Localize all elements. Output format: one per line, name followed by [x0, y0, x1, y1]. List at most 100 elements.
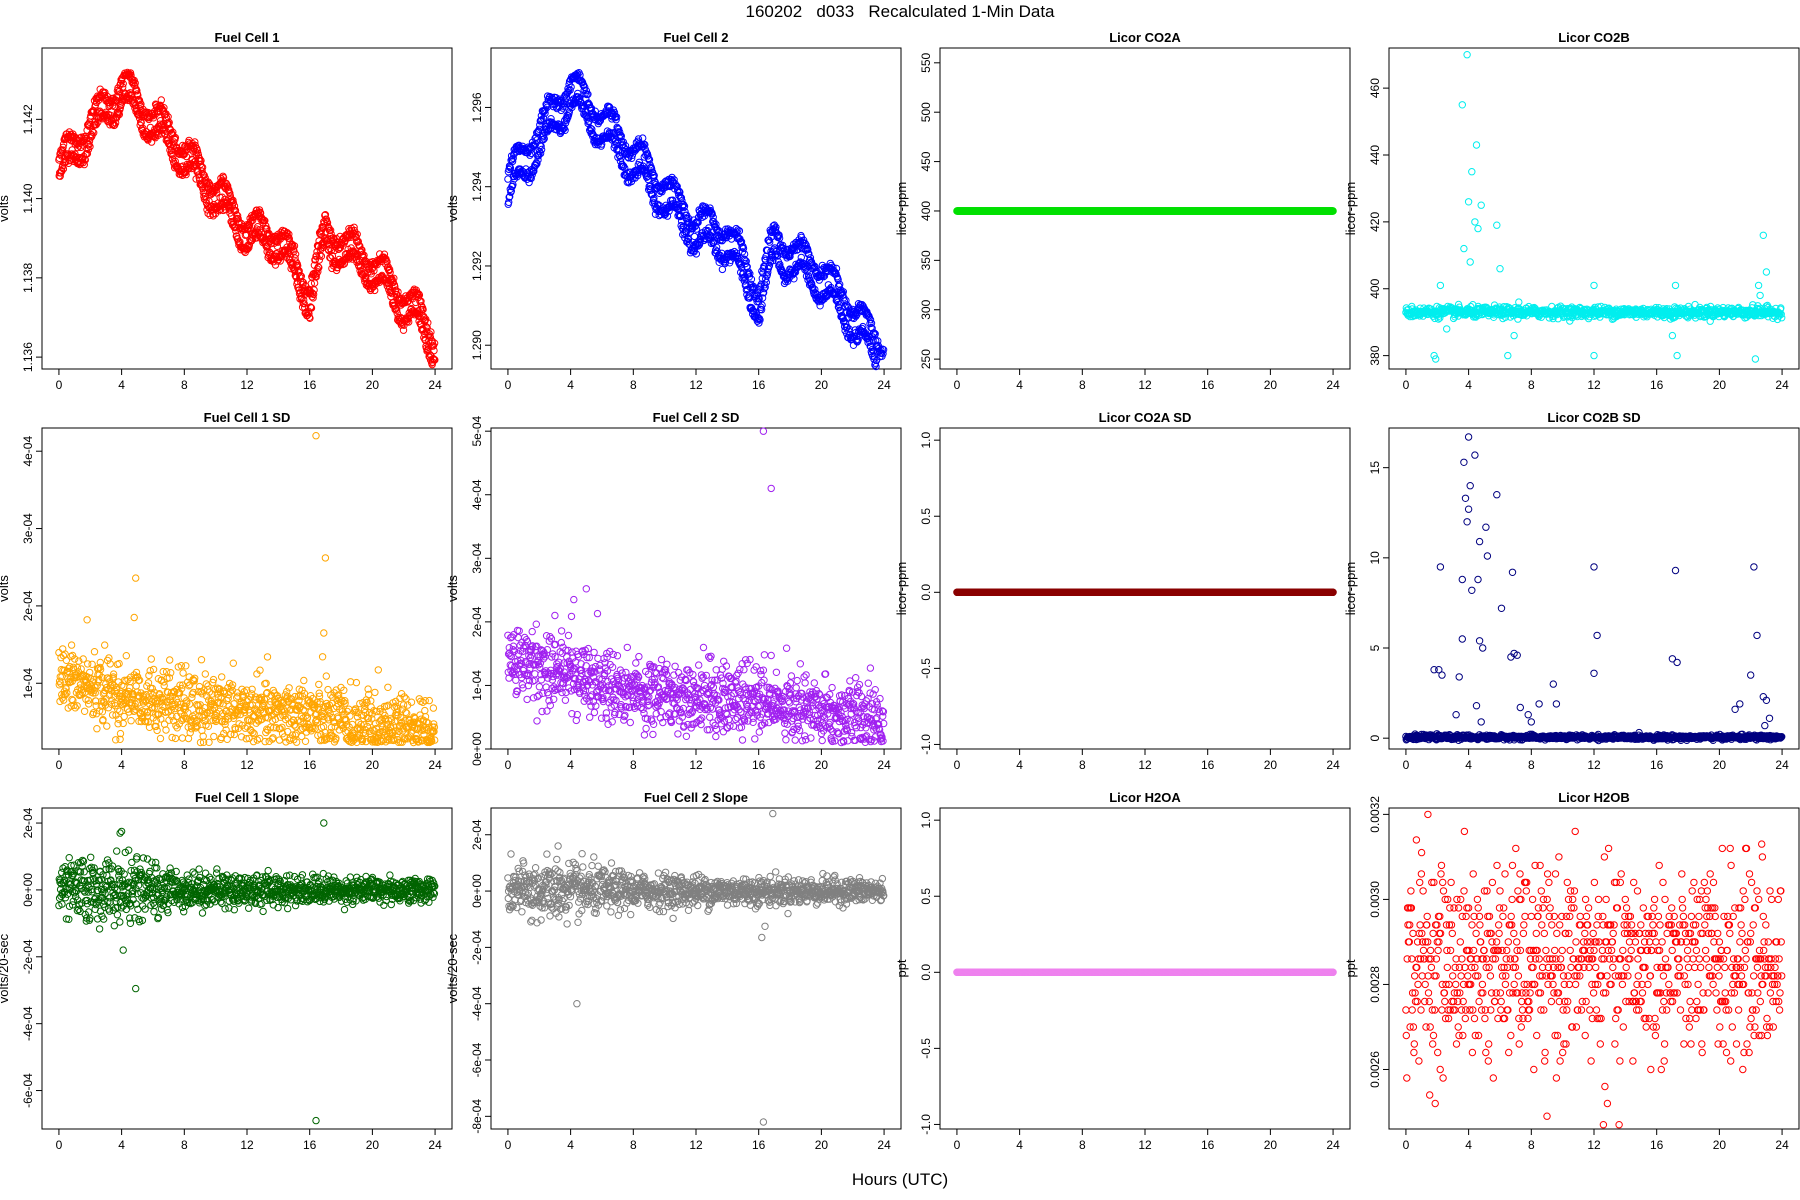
x-tick-label: 16 [1201, 378, 1215, 392]
y-tick-label: 1.136 [21, 342, 35, 372]
data-point [399, 326, 408, 334]
data-point [261, 217, 269, 225]
data-point [327, 246, 336, 255]
x-tick-label: 0 [56, 378, 63, 392]
data-point [85, 137, 94, 145]
data-point [392, 286, 400, 294]
x-tick-label: 8 [1079, 378, 1086, 392]
data-point [232, 211, 241, 219]
data-point [226, 206, 235, 214]
y-tick-label: 1.142 [21, 104, 35, 134]
data-point [290, 242, 299, 250]
y-tick-label: 400 [919, 201, 933, 221]
data-point [193, 146, 202, 155]
x-tick-label: 16 [752, 378, 766, 392]
data-point [385, 265, 394, 274]
data-point [316, 251, 324, 259]
data-point [639, 134, 647, 142]
data-point [167, 126, 175, 134]
data-point [198, 167, 206, 175]
x-tick-label: 4 [1016, 378, 1023, 392]
x-tick-label: 24 [428, 378, 442, 392]
data-point [249, 234, 257, 242]
data-point [171, 133, 180, 142]
data-point [690, 232, 699, 241]
y-axis-label: volts [445, 195, 460, 222]
data-point [393, 306, 401, 314]
data-point [306, 314, 314, 322]
y-tick-label: 400 [1368, 278, 1382, 298]
data-point [204, 178, 213, 186]
data-point [315, 263, 323, 272]
data-point [203, 179, 211, 188]
data-point [56, 172, 64, 180]
x-tick-label: 12 [689, 378, 703, 392]
y-tick-label: 1.294 [470, 171, 484, 201]
x-tick-label: 16 [303, 378, 317, 392]
x-tick-label: 20 [815, 378, 829, 392]
data-point [323, 219, 332, 227]
x-tick-label: 4 [118, 378, 125, 392]
y-tick-label: 1.140 [21, 183, 35, 213]
data-point [90, 129, 98, 137]
x-tick-label: 4 [567, 378, 574, 392]
data-point [191, 160, 199, 169]
data-point [85, 141, 93, 149]
x-tick-label: 20 [366, 378, 380, 392]
x-tick-label: 0 [954, 378, 961, 392]
x-tick-label: 0 [505, 378, 512, 392]
data-point [119, 80, 127, 88]
y-tick-label: 350 [919, 250, 933, 270]
data-point [273, 242, 281, 251]
data-point [209, 212, 218, 220]
x-tick-label: 0 [1403, 378, 1410, 392]
data-point [353, 230, 361, 239]
data-point [336, 243, 345, 252]
panel-title: Fuel Cell 2 [663, 30, 728, 45]
data-point [276, 257, 284, 265]
data-point [326, 226, 335, 235]
panel-title: Licor CO2A [1109, 30, 1181, 45]
data-point [360, 269, 368, 277]
data-point [174, 163, 182, 171]
y-tick-label: 440 [1368, 145, 1382, 165]
y-axis-label: volts [0, 195, 11, 222]
y-axis-label: licor-ppm [1343, 182, 1358, 235]
data-point [134, 91, 142, 100]
y-tick-label: 550 [919, 52, 933, 72]
data-points [953, 207, 1337, 215]
data-point [55, 154, 64, 163]
data-point [315, 256, 323, 264]
data-point [294, 261, 302, 270]
data-points [55, 68, 439, 369]
y-tick-label: 250 [919, 349, 933, 369]
x-tick-label: 8 [1528, 378, 1535, 392]
panel-title: Fuel Cell 1 [214, 30, 279, 45]
data-point [383, 258, 391, 266]
data-point [80, 160, 89, 169]
x-tick-label: 8 [630, 378, 637, 392]
data-point [83, 149, 92, 158]
data-point [311, 255, 320, 264]
x-tick-label: 8 [181, 378, 188, 392]
plot-frame [1388, 47, 1800, 370]
data-point [380, 250, 389, 258]
y-tick-label: 300 [919, 299, 933, 319]
x-tick-label: 16 [1650, 378, 1664, 392]
data-point [300, 300, 308, 308]
data-point [321, 211, 330, 219]
data-point [271, 261, 280, 269]
data-point [230, 202, 239, 210]
data-point [191, 138, 199, 146]
y-tick-label: 1.292 [470, 251, 484, 281]
panel-title: Licor CO2B [1558, 30, 1630, 45]
data-point [285, 234, 293, 243]
x-tick-label: 12 [1587, 378, 1601, 392]
figure-title: 160202 d033 Recalculated 1-Min Data [745, 2, 1055, 21]
data-point [314, 268, 322, 276]
data-point [263, 225, 271, 233]
y-tick-label: 1.138 [21, 263, 35, 293]
data-point [317, 252, 326, 260]
